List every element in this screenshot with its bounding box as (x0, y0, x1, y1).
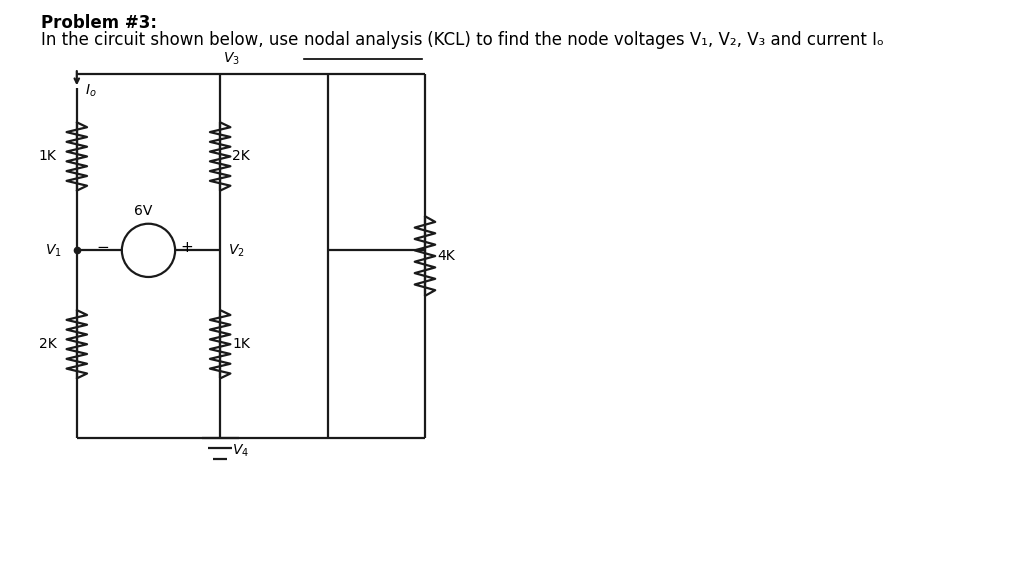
Text: +: + (180, 240, 193, 255)
Text: In the circuit shown below, use: In the circuit shown below, use (41, 31, 303, 50)
Text: 4K: 4K (437, 249, 455, 263)
Text: $V_3$: $V_3$ (223, 51, 240, 67)
Text: 2K: 2K (232, 150, 250, 163)
Text: $I_o$: $I_o$ (85, 83, 96, 99)
Text: 2K: 2K (39, 337, 56, 351)
Text: $V_2$: $V_2$ (228, 242, 245, 258)
Text: $V_1$: $V_1$ (45, 242, 61, 258)
Text: nodal analysis: nodal analysis (303, 31, 422, 50)
Text: $V_4$: $V_4$ (232, 443, 250, 459)
Text: −: − (97, 240, 110, 255)
Text: 6V: 6V (134, 204, 153, 218)
Text: 1K: 1K (39, 150, 56, 163)
Text: Problem #3:: Problem #3: (41, 14, 157, 32)
Text: (KCL) to find the node voltages V₁, V₂, V₃ and current Iₒ: (KCL) to find the node voltages V₁, V₂, … (422, 31, 884, 50)
Text: 1K: 1K (232, 337, 250, 351)
